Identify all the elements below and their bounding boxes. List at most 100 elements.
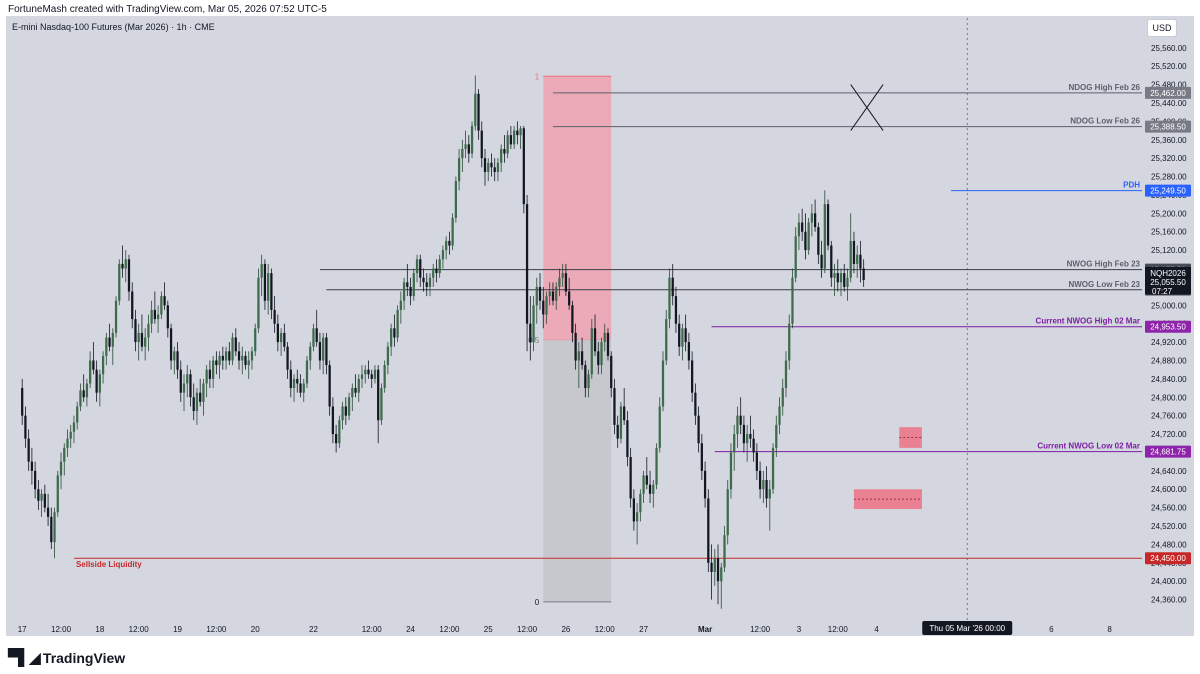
candle-body: [383, 365, 386, 389]
price-tick-label: 25,560.00: [1151, 44, 1187, 53]
price-axis-tags: 25,462.0025,388.5025,249.5025,077.5025,0…: [1145, 86, 1191, 565]
candle-body: [758, 470, 762, 490]
price-tick-label: 24,720.00: [1151, 430, 1187, 439]
candle-body: [700, 443, 703, 471]
price-levels[interactable]: NDOG High Feb 26 NDOG Low Feb 26 PDH NWOG H…: [73, 83, 1142, 569]
candle-body: [144, 337, 147, 347]
candle-body: [529, 323, 532, 343]
candle-body: [21, 388, 24, 416]
candle-body: [755, 452, 758, 471]
candle-body: [108, 337, 111, 347]
price-tick-label: 25,480.00: [1151, 81, 1187, 90]
fib-lower-zone: [543, 339, 612, 602]
candle-body: [373, 369, 377, 379]
candle-body: [30, 461, 34, 471]
candle-body: [477, 93, 480, 131]
candle-body: [820, 254, 823, 269]
candle-body: [380, 388, 383, 421]
time-tick-label: 26: [561, 625, 570, 634]
candle-body: [652, 484, 655, 494]
time-tick-label: 8: [1107, 625, 1112, 634]
candle-body: [279, 332, 283, 343]
candle-body: [648, 484, 652, 494]
current-price-value: 25,055.50: [1150, 278, 1186, 287]
candle-body: [451, 217, 454, 246]
candle-body: [571, 305, 574, 333]
candle-body: [606, 332, 610, 356]
time-tick-label: 27: [639, 625, 648, 634]
candle-body: [503, 148, 506, 154]
candle-body: [852, 240, 856, 264]
level-price-tag: [1145, 552, 1191, 565]
candle-body: [626, 420, 629, 458]
candle-body: [535, 286, 538, 306]
time-tick-label: 20: [251, 625, 260, 634]
time-tick-label: 12:00: [362, 625, 383, 634]
candle-body: [254, 328, 257, 352]
fib-retracement-box[interactable]: 10.50: [528, 72, 612, 607]
candle-body: [241, 355, 244, 361]
candle-body: [703, 470, 707, 499]
candle-body: [118, 263, 121, 301]
time-tick-label: 3: [797, 625, 802, 634]
candle-body: [655, 447, 658, 485]
candle-body: [590, 328, 593, 375]
time-axis[interactable]: 17 12:00 18 12:00 19 12:00 20 22 12:00 24 12:00 25 1…: [18, 621, 1113, 635]
candle-body: [195, 392, 199, 412]
candle-body: [182, 383, 186, 393]
candle-body: [341, 406, 344, 421]
fair-value-gaps[interactable]: [853, 427, 922, 510]
candle-body: [671, 277, 674, 297]
fib-upper-zone: [543, 76, 612, 340]
candle-body: [237, 351, 241, 361]
candle-body: [322, 337, 325, 361]
candle-body: [584, 365, 587, 389]
candle-body: [833, 273, 836, 278]
current-price-symbol: NQH2026: [1150, 269, 1186, 278]
candle-body: [160, 296, 163, 315]
price-tick-label: 25,280.00: [1151, 173, 1187, 182]
candle-body: [296, 378, 299, 384]
currency-selector[interactable]: USD: [1147, 19, 1177, 37]
candle-body: [309, 346, 312, 361]
candle-body: [593, 328, 597, 352]
candle-body: [53, 512, 56, 543]
candle-body: [72, 422, 76, 432]
candle-body: [736, 415, 739, 435]
candle-body: [399, 300, 402, 310]
candle-body: [43, 493, 46, 508]
candle-body: [665, 319, 668, 361]
candle-body: [179, 369, 182, 393]
tradingview-logo-icon: ▀▌◢: [8, 648, 41, 667]
candle-body: [111, 332, 114, 347]
price-tick-label: 24,360.00: [1151, 596, 1187, 605]
candle-body: [661, 360, 665, 407]
candle-body: [726, 489, 729, 536]
level-label: NDOG Low Feb 26: [1070, 117, 1140, 126]
candle-body: [415, 259, 419, 274]
candle-body: [59, 461, 63, 476]
chart-title: E-mini Nasdaq-100 Futures (Mar 2026) · 1…: [12, 22, 215, 32]
candle-body: [92, 360, 95, 370]
candle-body: [244, 355, 247, 366]
candle-body: [250, 351, 254, 361]
candle-body: [101, 355, 105, 375]
level-price-tag: [1145, 320, 1191, 333]
candle-body: [24, 415, 27, 439]
candle-body: [69, 431, 72, 439]
candle-body: [218, 355, 221, 366]
candle-body: [89, 360, 92, 384]
candle-body: [377, 369, 380, 421]
candle-body: [461, 148, 464, 159]
candle-body: [131, 291, 134, 320]
candle-body: [351, 388, 354, 398]
candle-body: [788, 323, 791, 361]
candle-body: [40, 493, 43, 501]
price-tick-label: 24,880.00: [1151, 356, 1187, 365]
candle-body: [762, 480, 765, 490]
candle-body: [347, 397, 351, 416]
candle-body: [542, 300, 545, 315]
candle-body: [208, 369, 212, 379]
fib-label-1: 1: [535, 72, 540, 81]
